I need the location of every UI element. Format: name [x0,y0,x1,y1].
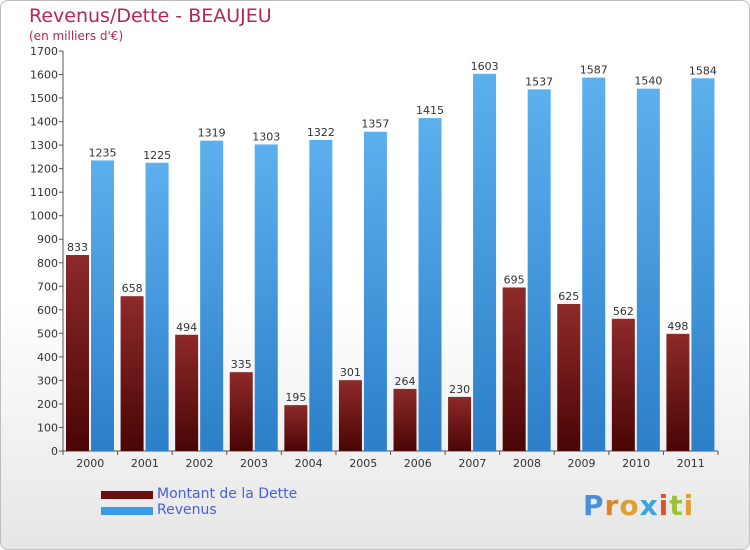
x-tick-label: 2000 [76,457,104,470]
y-tick-label: 400 [37,351,58,364]
y-tick-label: 800 [37,257,58,270]
y-tick-label: 300 [37,374,58,387]
bar-revenus [473,73,497,451]
x-tick-label: 2008 [513,457,541,470]
bar-dette [502,287,526,451]
bar-dette [229,372,253,451]
x-tick-label: 2006 [404,457,432,470]
bar-revenus [145,162,169,451]
data-label-revenus: 1415 [416,104,444,117]
data-label-revenus: 1319 [198,127,226,140]
bar-dette [448,396,472,451]
y-tick-label: 900 [37,233,58,246]
y-tick-label: 1100 [30,186,58,199]
logo-letter: i [683,489,695,522]
x-tick-label: 2010 [622,457,650,470]
y-tick-label: 1200 [30,163,58,176]
data-label-dette: 498 [667,320,688,333]
y-tick-label: 100 [37,421,58,434]
bar-revenus [527,89,551,452]
legend-label-dette: Montant de la Dette [157,486,298,502]
bar-revenus [418,118,442,451]
logo-letter: P [583,489,605,522]
legend-swatch-dette [101,491,153,499]
data-label-dette: 625 [558,290,579,303]
logo-letter: t [669,489,684,522]
x-tick-label: 2011 [677,457,705,470]
data-label-dette: 494 [176,321,197,334]
data-label-revenus: 1303 [252,130,280,143]
y-tick-label: 1500 [30,92,58,105]
data-label-revenus: 1540 [634,75,662,88]
data-label-dette: 562 [613,305,634,318]
bar-revenus [691,78,715,451]
data-label-dette: 833 [67,241,88,254]
bar-revenus [254,144,278,452]
bar-revenus [200,140,224,451]
bar-dette [175,334,199,451]
bar-revenus [309,139,333,452]
bar-dette [393,388,417,451]
data-label-revenus: 1584 [689,64,717,77]
y-tick-label: 1000 [30,210,58,223]
bar-dette [120,296,144,451]
bar-revenus [582,77,606,452]
data-label-revenus: 1537 [525,75,553,88]
data-label-dette: 301 [340,366,361,379]
bar-dette [611,318,635,451]
bar-revenus [636,88,660,451]
data-label-dette: 335 [231,358,252,371]
legend-label-revenus: Revenus [157,502,217,518]
x-tick-label: 2005 [349,457,377,470]
data-label-dette: 195 [285,391,306,404]
chart-title: Revenus/Dette - BEAUJEU [29,5,272,27]
x-tick-label: 2009 [568,457,596,470]
x-tick-label: 2003 [240,457,268,470]
bar-dette [557,303,581,451]
data-label-revenus: 1357 [361,118,389,131]
y-tick-label: 0 [51,445,58,458]
data-label-dette: 695 [504,273,525,286]
data-label-dette: 264 [395,375,416,388]
logo-letter: i [658,489,670,522]
legend-swatch-revenus [101,507,153,515]
x-tick-label: 2004 [295,457,323,470]
y-tick-label: 1700 [30,45,58,58]
y-tick-label: 200 [37,398,58,411]
chart-subtitle: (en milliers d'€) [29,29,124,43]
bar-dette [338,380,362,451]
y-tick-label: 1600 [30,69,58,82]
logo-letter: r [604,489,620,522]
bar-revenus [91,160,114,452]
x-tick-label: 2007 [458,457,486,470]
data-label-revenus: 1235 [89,146,117,159]
x-tick-label: 2001 [131,457,159,470]
data-label-revenus: 1322 [307,126,335,139]
data-label-revenus: 1225 [143,149,171,162]
x-tick-label: 2002 [185,457,213,470]
y-tick-label: 700 [37,280,58,293]
y-tick-label: 600 [37,304,58,317]
proxiti-logo: Proxiti [583,489,694,522]
y-tick-label: 1300 [30,139,58,152]
logo-letter: x [639,489,659,522]
y-tick-label: 500 [37,327,58,340]
data-label-revenus: 1603 [471,60,499,73]
bar-dette [66,255,89,451]
data-label-dette: 658 [122,282,143,295]
bar-revenus [363,131,387,452]
logo-letter: o [619,489,640,522]
data-label-revenus: 1587 [580,64,608,77]
bar-dette [666,333,690,451]
bar-dette [284,405,308,451]
data-label-dette: 230 [449,383,470,396]
y-tick-label: 1400 [30,116,58,129]
